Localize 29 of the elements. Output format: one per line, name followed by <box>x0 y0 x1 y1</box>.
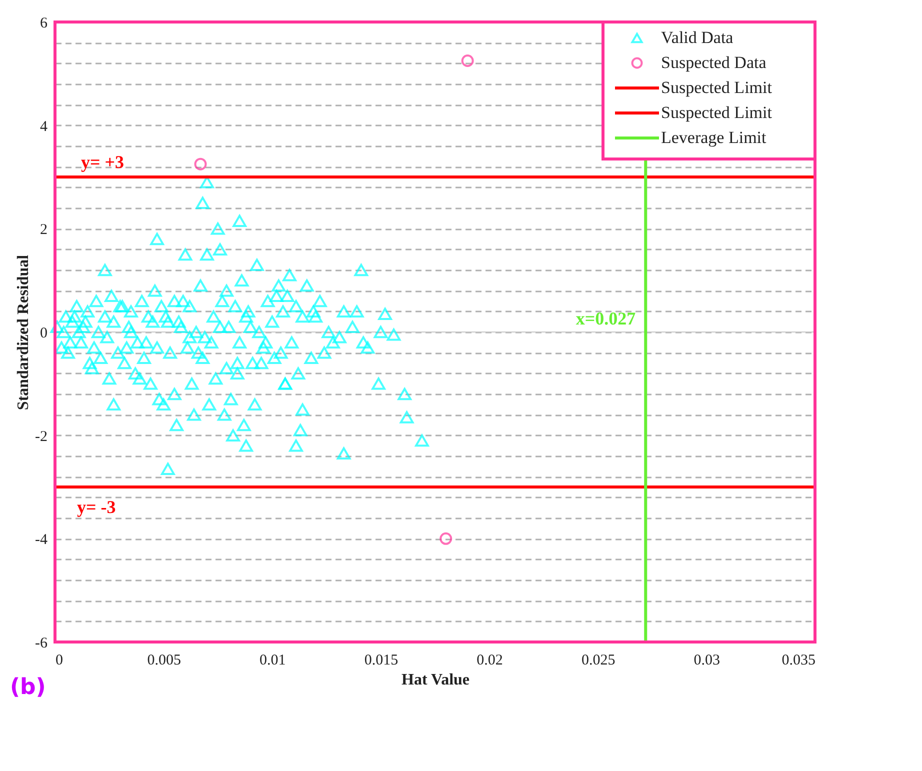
x-tick-label: 0.035 <box>782 652 816 668</box>
legend-label: Suspected Limit <box>661 78 772 97</box>
x-tick-label: 0.015 <box>364 652 398 668</box>
y-tick-label: -4 <box>35 532 48 548</box>
x-tick-label: 0.02 <box>476 652 503 668</box>
y-tick-label: 6 <box>40 16 48 32</box>
x-tick-label: 0.025 <box>581 652 616 668</box>
legend-label: Suspected Limit <box>661 103 772 122</box>
y-tick-label: 4 <box>40 118 48 135</box>
x-tick-label: 0 <box>56 652 63 668</box>
legend-label: Suspected Data <box>661 53 767 72</box>
y-tick-label: 0 <box>40 326 48 342</box>
x-tick-label: 0.03 <box>694 652 720 668</box>
text: (b) <box>10 675 46 700</box>
point <box>440 532 452 545</box>
y-axis-title: Standardized Residual <box>15 254 32 410</box>
y-tick-label: -6 <box>35 636 48 652</box>
point <box>461 54 474 67</box>
annotation: x=0.027 <box>576 308 636 329</box>
legend-label: Leverage Limit <box>661 128 767 147</box>
x-tick-label: 0.01 <box>260 652 286 668</box>
x-tick-label: 0.005 <box>147 652 181 668</box>
annotation: y= +3 <box>81 152 124 172</box>
legend-label: Valid Data <box>661 28 734 47</box>
y-tick-label: -2 <box>35 428 48 445</box>
y-tick-label: 2 <box>40 222 48 238</box>
point <box>194 158 207 170</box>
x-axis-title: Hat Value <box>401 672 470 688</box>
annotation: y= -3 <box>77 497 116 517</box>
